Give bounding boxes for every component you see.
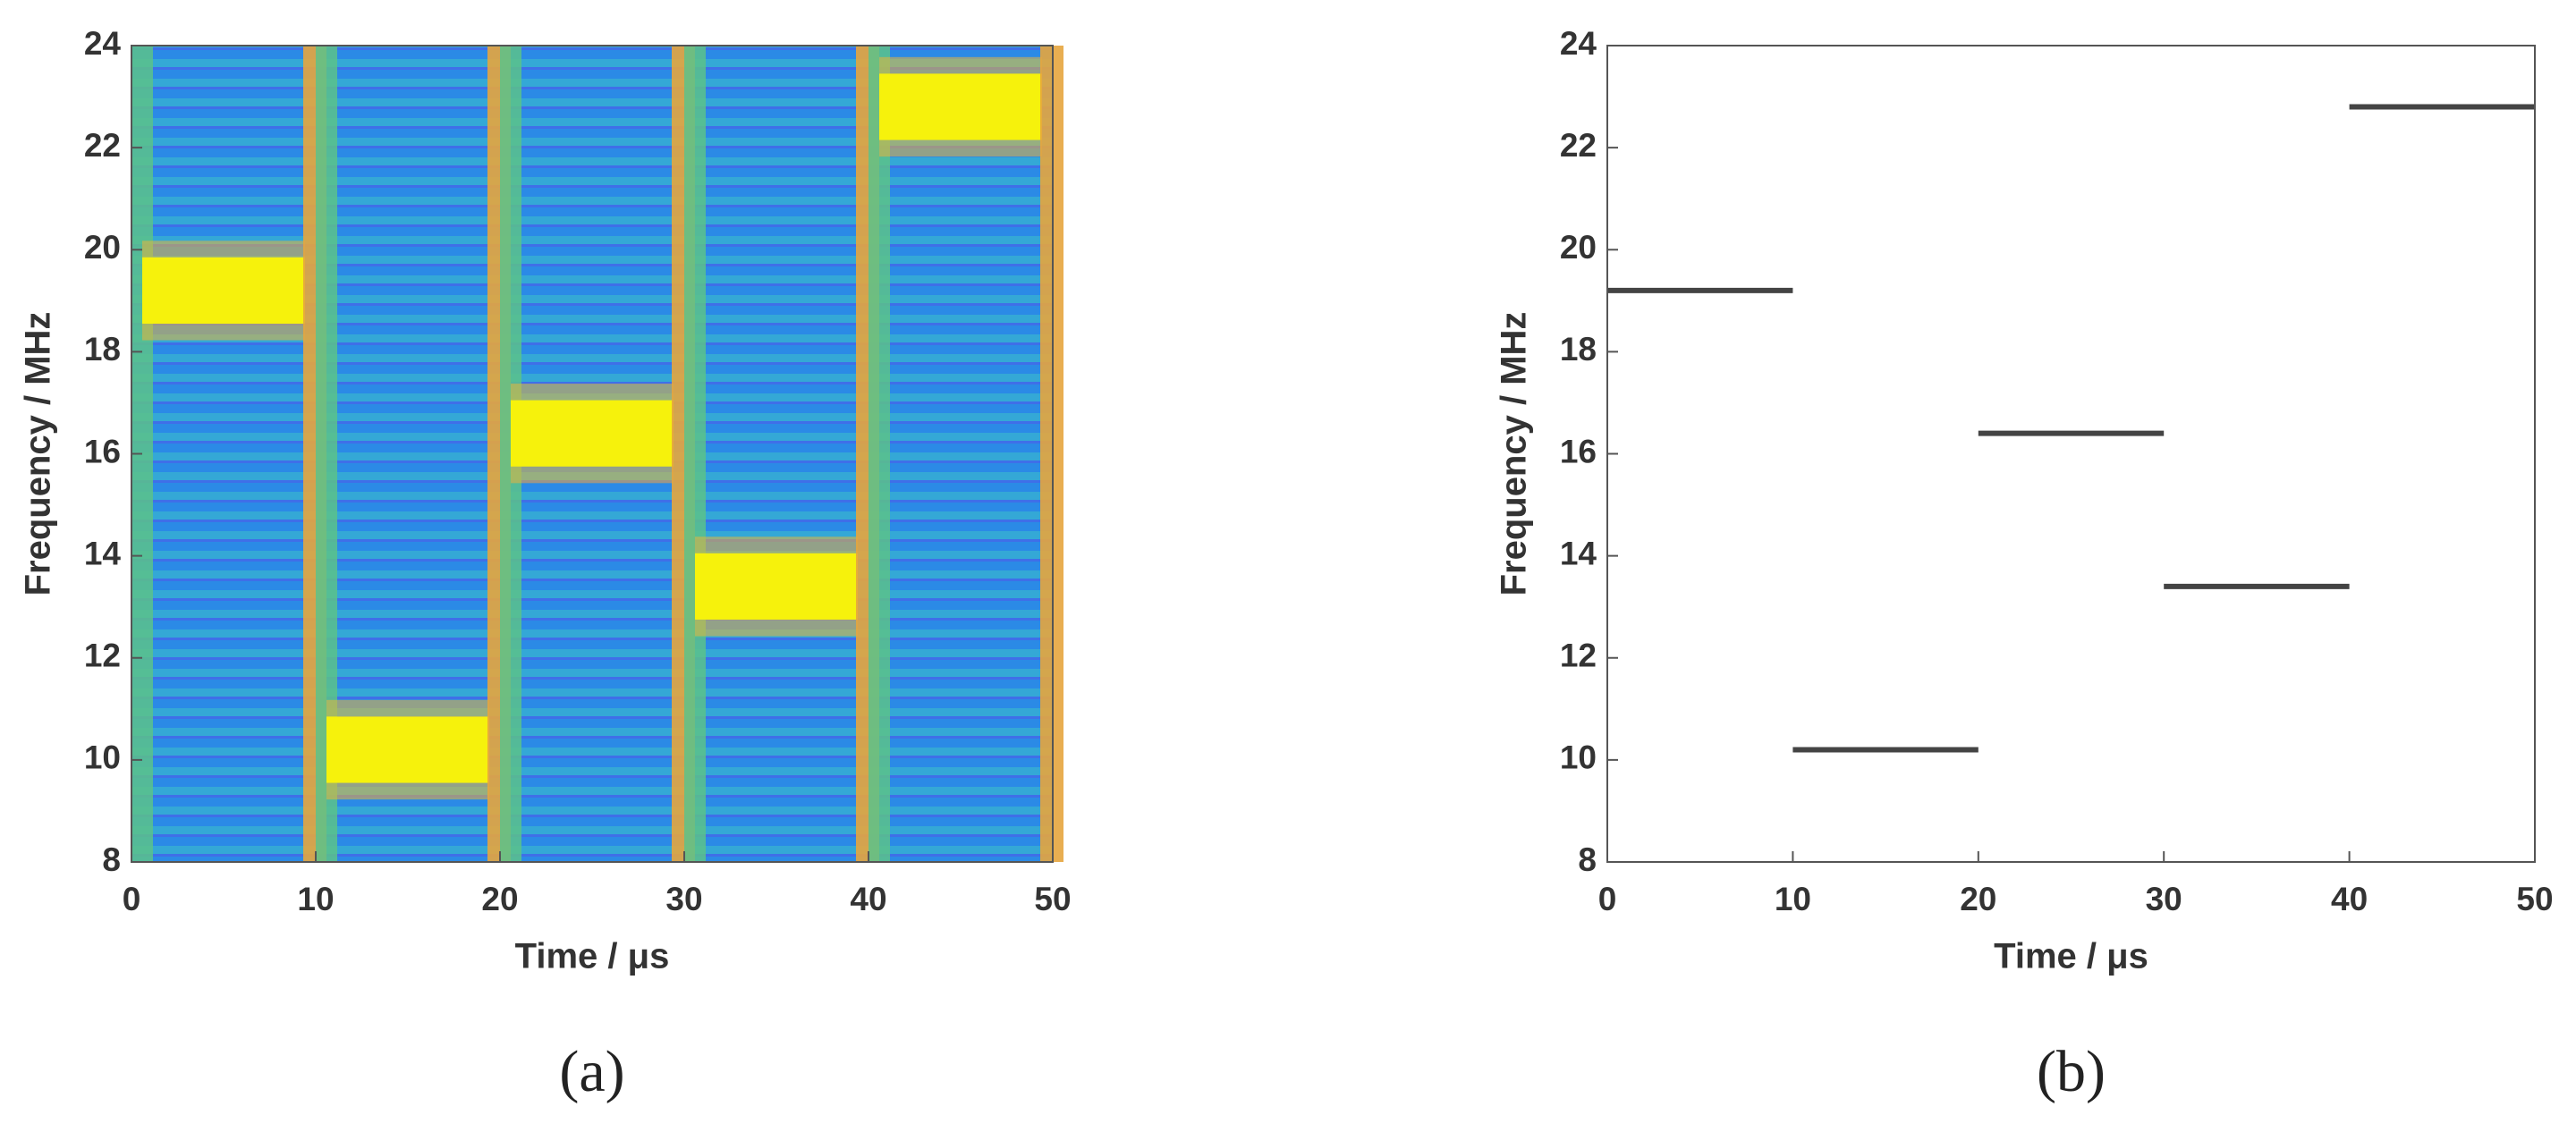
y-tick-label: 16: [1560, 433, 1597, 469]
transition-column: [684, 46, 706, 862]
x-tick-label: 20: [1960, 881, 1996, 917]
y-tick-label: 14: [84, 535, 122, 571]
y-tick-label: 18: [84, 331, 121, 367]
y-tick-label: 14: [1560, 535, 1597, 571]
y-tick-label: 12: [1560, 638, 1597, 674]
energy-band: [511, 400, 674, 467]
y-axis-title: Frequency / MHz: [19, 312, 58, 596]
x-tick-label: 20: [481, 881, 518, 917]
x-tick-label: 50: [1034, 881, 1071, 917]
x-tick-label: 30: [665, 881, 702, 917]
y-tick-label: 20: [84, 229, 121, 266]
y-tick-label: 8: [1578, 841, 1597, 878]
energy-band: [142, 257, 305, 324]
y-tick-label: 16: [84, 433, 121, 469]
y-tick-label: 22: [84, 127, 121, 164]
y-tick-label: 18: [1560, 331, 1597, 367]
panel-label: (a): [559, 1039, 624, 1104]
transition-column: [869, 46, 890, 862]
y-tick-label: 12: [84, 638, 121, 674]
y-tick-label: 20: [1560, 229, 1597, 266]
x-axis-title: Time / μs: [1994, 937, 2148, 976]
x-tick-label: 50: [2516, 881, 2553, 917]
panel-label: (b): [2037, 1039, 2106, 1104]
x-tick-label: 40: [2331, 881, 2368, 917]
x-tick-label: 0: [123, 881, 141, 917]
x-tick-label: 30: [2146, 881, 2182, 917]
x-tick-label: 10: [297, 881, 334, 917]
y-tick-label: 10: [84, 739, 121, 776]
y-tick-label: 22: [1560, 127, 1597, 164]
y-axis-title: Frequency / MHz: [1495, 312, 1534, 596]
x-axis-title: Time / μs: [515, 937, 670, 976]
energy-band: [326, 716, 489, 783]
x-tick-label: 40: [850, 881, 886, 917]
plot-frame: [1606, 45, 2536, 863]
y-tick-label: 8: [102, 841, 121, 878]
energy-band: [879, 73, 1042, 140]
energy-band: [695, 553, 858, 620]
x-tick-label: 10: [1775, 881, 1811, 917]
y-tick-label: 24: [84, 25, 122, 62]
y-tick-label: 24: [1560, 25, 1597, 62]
x-tick-label: 0: [1598, 881, 1617, 917]
y-tick-label: 10: [1560, 739, 1597, 776]
